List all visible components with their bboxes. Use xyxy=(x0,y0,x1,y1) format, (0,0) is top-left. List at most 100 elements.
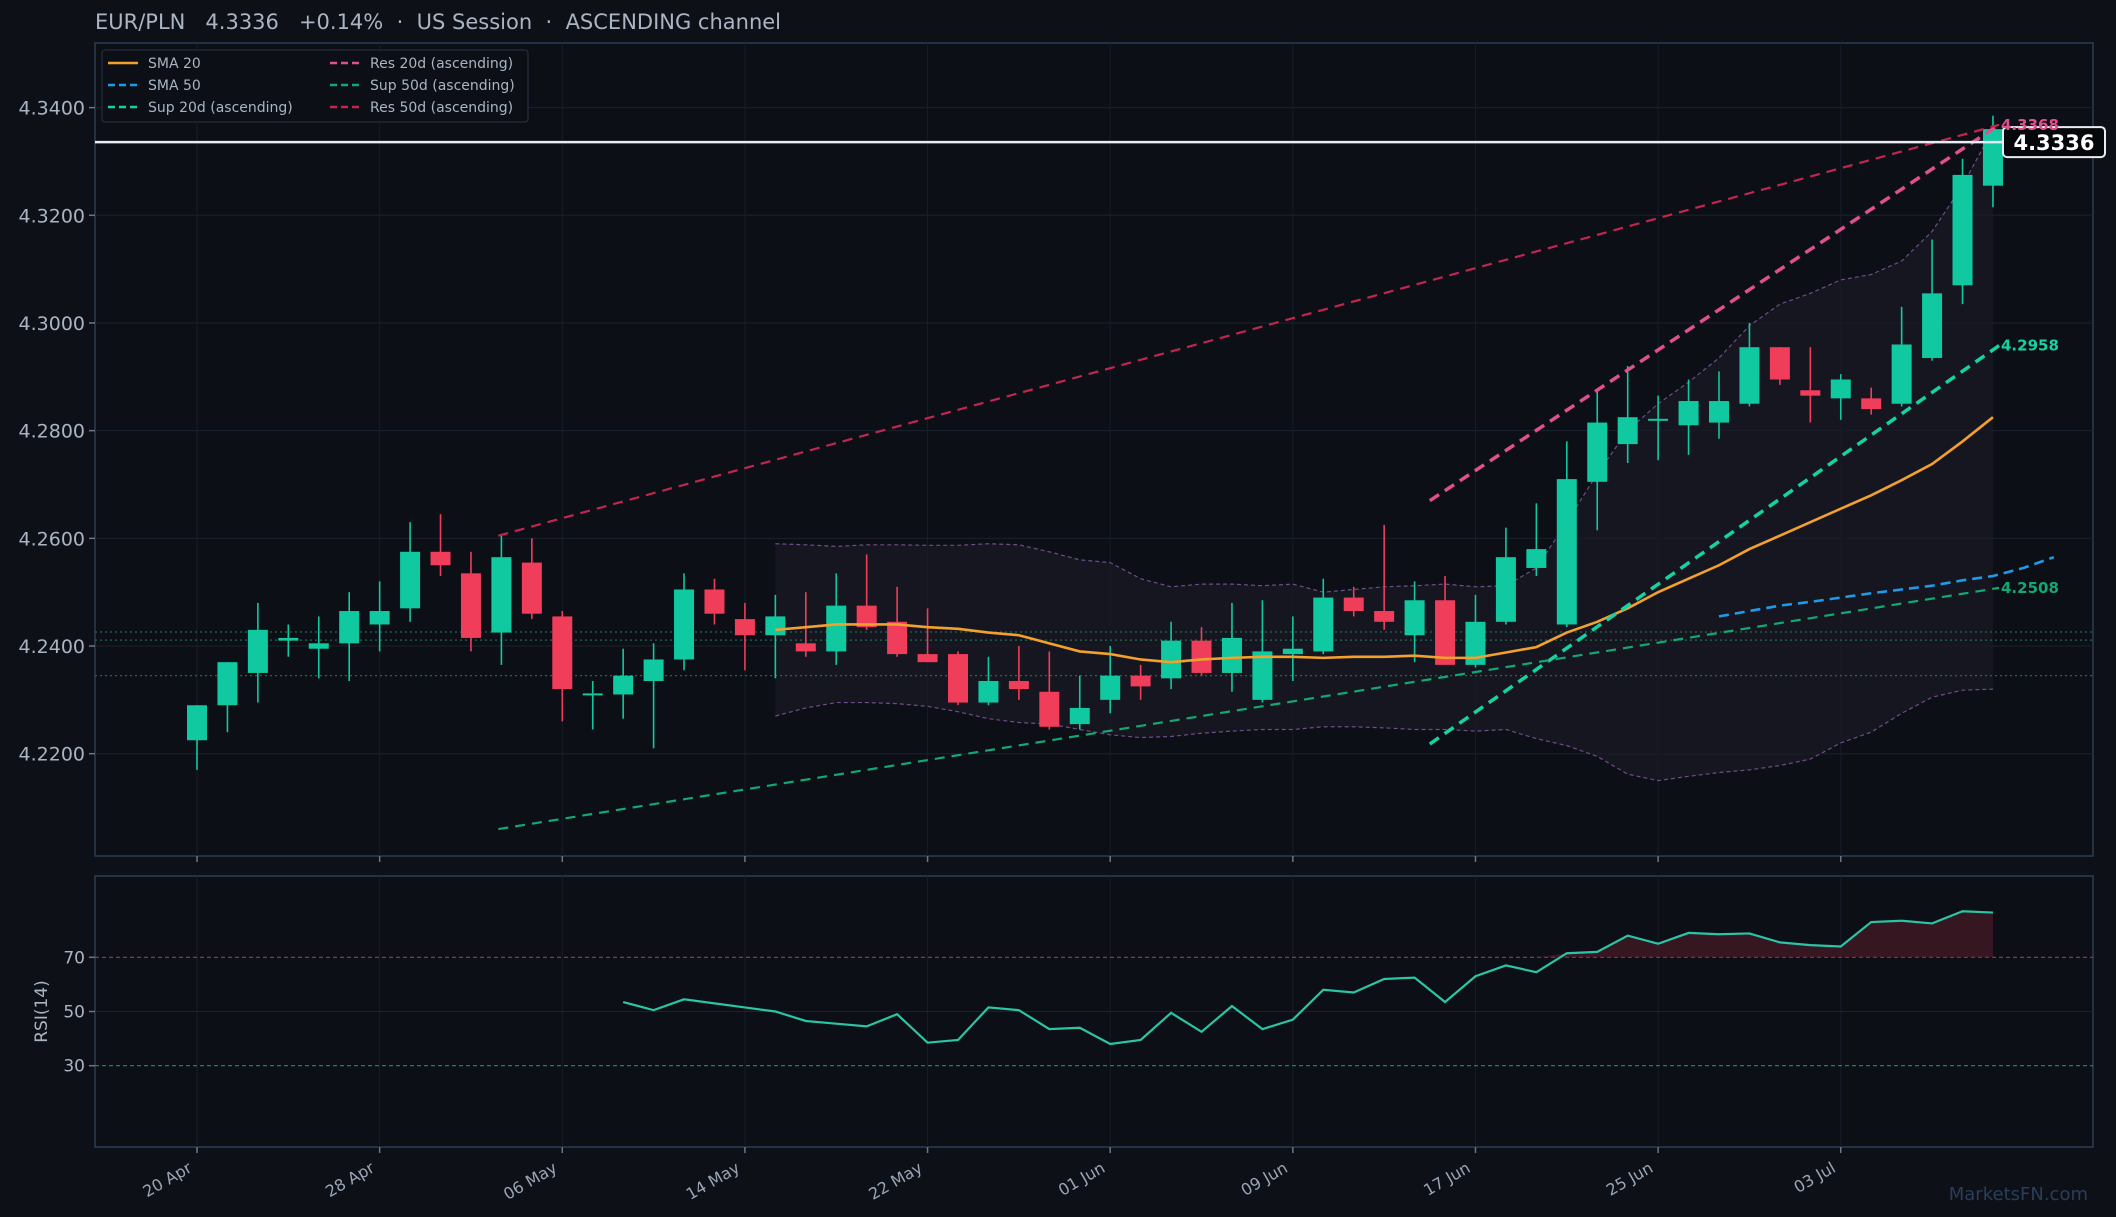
sma50-line xyxy=(1718,555,2055,618)
candle-down xyxy=(1343,597,1364,612)
session-label: US Session xyxy=(416,10,533,34)
x-tick-label: 14 May xyxy=(683,1158,743,1204)
watermark: MarketsFN.com xyxy=(1948,1184,2088,1205)
candle-down xyxy=(704,589,725,614)
candle-up xyxy=(826,605,847,652)
candle-up xyxy=(1587,422,1608,482)
sma20-line xyxy=(775,416,1994,664)
candle-down xyxy=(948,654,968,703)
x-tick-label: 03 Jul xyxy=(1791,1158,1839,1197)
candle-up xyxy=(400,551,421,609)
candle-up xyxy=(1526,549,1547,568)
legend-label: Res 50d (ascending) xyxy=(370,100,513,116)
legend-label: Sup 50d (ascending) xyxy=(370,78,515,94)
candle-up xyxy=(1282,648,1303,655)
x-tick-label: 06 May xyxy=(500,1158,560,1204)
candle-up xyxy=(1648,418,1669,421)
candle-up xyxy=(1221,637,1242,673)
x-tick-label: 17 Jun xyxy=(1420,1158,1473,1200)
pair-label: EUR/PLN xyxy=(95,10,186,34)
x-tick-label: 09 Jun xyxy=(1238,1158,1291,1200)
candle-down xyxy=(1130,675,1151,687)
candle-down xyxy=(430,551,451,566)
rsi-tick-label: 70 xyxy=(63,948,85,968)
rsi-overbought-fill xyxy=(623,911,1993,958)
candle-down xyxy=(521,562,542,614)
candle-down xyxy=(1769,347,1790,380)
candle-up xyxy=(1678,401,1699,426)
candle-down xyxy=(734,619,755,636)
rsi-panel: 30 50 70 RSI(14) xyxy=(32,875,2094,1148)
candle-up xyxy=(308,643,329,649)
candle-down xyxy=(1800,390,1821,396)
candle-up xyxy=(1465,621,1486,665)
candle-up xyxy=(278,637,299,641)
candle-up xyxy=(1313,597,1334,652)
candle-up xyxy=(582,693,603,696)
candle-up xyxy=(1891,344,1912,404)
rsi-line xyxy=(622,910,1994,1046)
y-tick-label: 4.2600 xyxy=(19,528,85,550)
separator: · xyxy=(545,10,553,34)
candle-up xyxy=(643,659,664,682)
candle-up xyxy=(1617,417,1638,445)
legend-label: SMA 50 xyxy=(148,78,201,94)
separator: · xyxy=(396,10,404,34)
candle-up xyxy=(1161,640,1182,679)
candle-up xyxy=(247,629,268,673)
candle-down xyxy=(887,621,908,655)
trendline xyxy=(1428,123,2001,503)
legend-box xyxy=(101,49,529,123)
rsi-axis-label: RSI(14) xyxy=(32,980,52,1043)
candle-up xyxy=(1739,347,1760,404)
candle-up xyxy=(1830,379,1851,399)
bollinger-band-fill xyxy=(775,129,1993,781)
y-tick-label: 4.2200 xyxy=(19,744,85,766)
candle-up xyxy=(491,557,512,633)
candle-down xyxy=(917,654,938,663)
legend: SMA 20 Res 20d (ascending) SMA 50 Sup 50d (… xyxy=(101,49,529,123)
candle-up xyxy=(217,662,238,706)
level-label: 4.2958 xyxy=(2001,337,2059,355)
candle-up xyxy=(1404,600,1425,636)
chart-header: EUR/PLN 4.3336 +0.14% · US Session · ASC… xyxy=(95,10,781,34)
legend-label: SMA 20 xyxy=(148,56,201,72)
candle-up xyxy=(765,616,786,636)
candle-down xyxy=(795,643,816,652)
y-tick-label: 4.2800 xyxy=(19,421,85,443)
x-tick-label: 25 Jun xyxy=(1603,1158,1656,1200)
candle-up xyxy=(339,611,360,644)
candle-down xyxy=(1039,691,1060,727)
candle-down xyxy=(1191,640,1212,673)
x-tick-label: 28 Apr xyxy=(322,1158,378,1201)
candle-up xyxy=(1709,401,1729,423)
candle-down xyxy=(856,605,877,628)
candle-down xyxy=(460,573,481,638)
price-label: 4.3336 xyxy=(205,10,279,34)
current-price-label: 4.3336 xyxy=(2013,131,2094,155)
candle-down xyxy=(1374,611,1395,622)
x-tick-label: 22 May xyxy=(865,1158,925,1204)
candle-up xyxy=(1982,129,2003,186)
y-tick-label: 4.3000 xyxy=(19,313,85,335)
trendline xyxy=(498,586,2000,831)
candle-up xyxy=(187,705,207,741)
candle-up xyxy=(1252,651,1273,700)
candle-up xyxy=(1100,675,1121,700)
candle-up xyxy=(613,675,634,695)
y-tick-label: 4.3400 xyxy=(19,98,85,120)
legend-label: Sup 20d (ascending) xyxy=(148,100,293,116)
candle-up xyxy=(1922,293,1943,358)
candle-up xyxy=(369,611,390,625)
candle-down xyxy=(1861,398,1882,410)
level-label: 4.2508 xyxy=(2001,579,2059,597)
candle-up xyxy=(1952,174,1973,286)
candle-up xyxy=(978,681,999,703)
rsi-tick-label: 30 xyxy=(63,1057,85,1077)
candle-up xyxy=(1495,557,1516,622)
candle-up xyxy=(1069,707,1090,725)
legend-label: Res 20d (ascending) xyxy=(370,56,513,72)
x-tick-label: 01 Jun xyxy=(1055,1158,1108,1200)
